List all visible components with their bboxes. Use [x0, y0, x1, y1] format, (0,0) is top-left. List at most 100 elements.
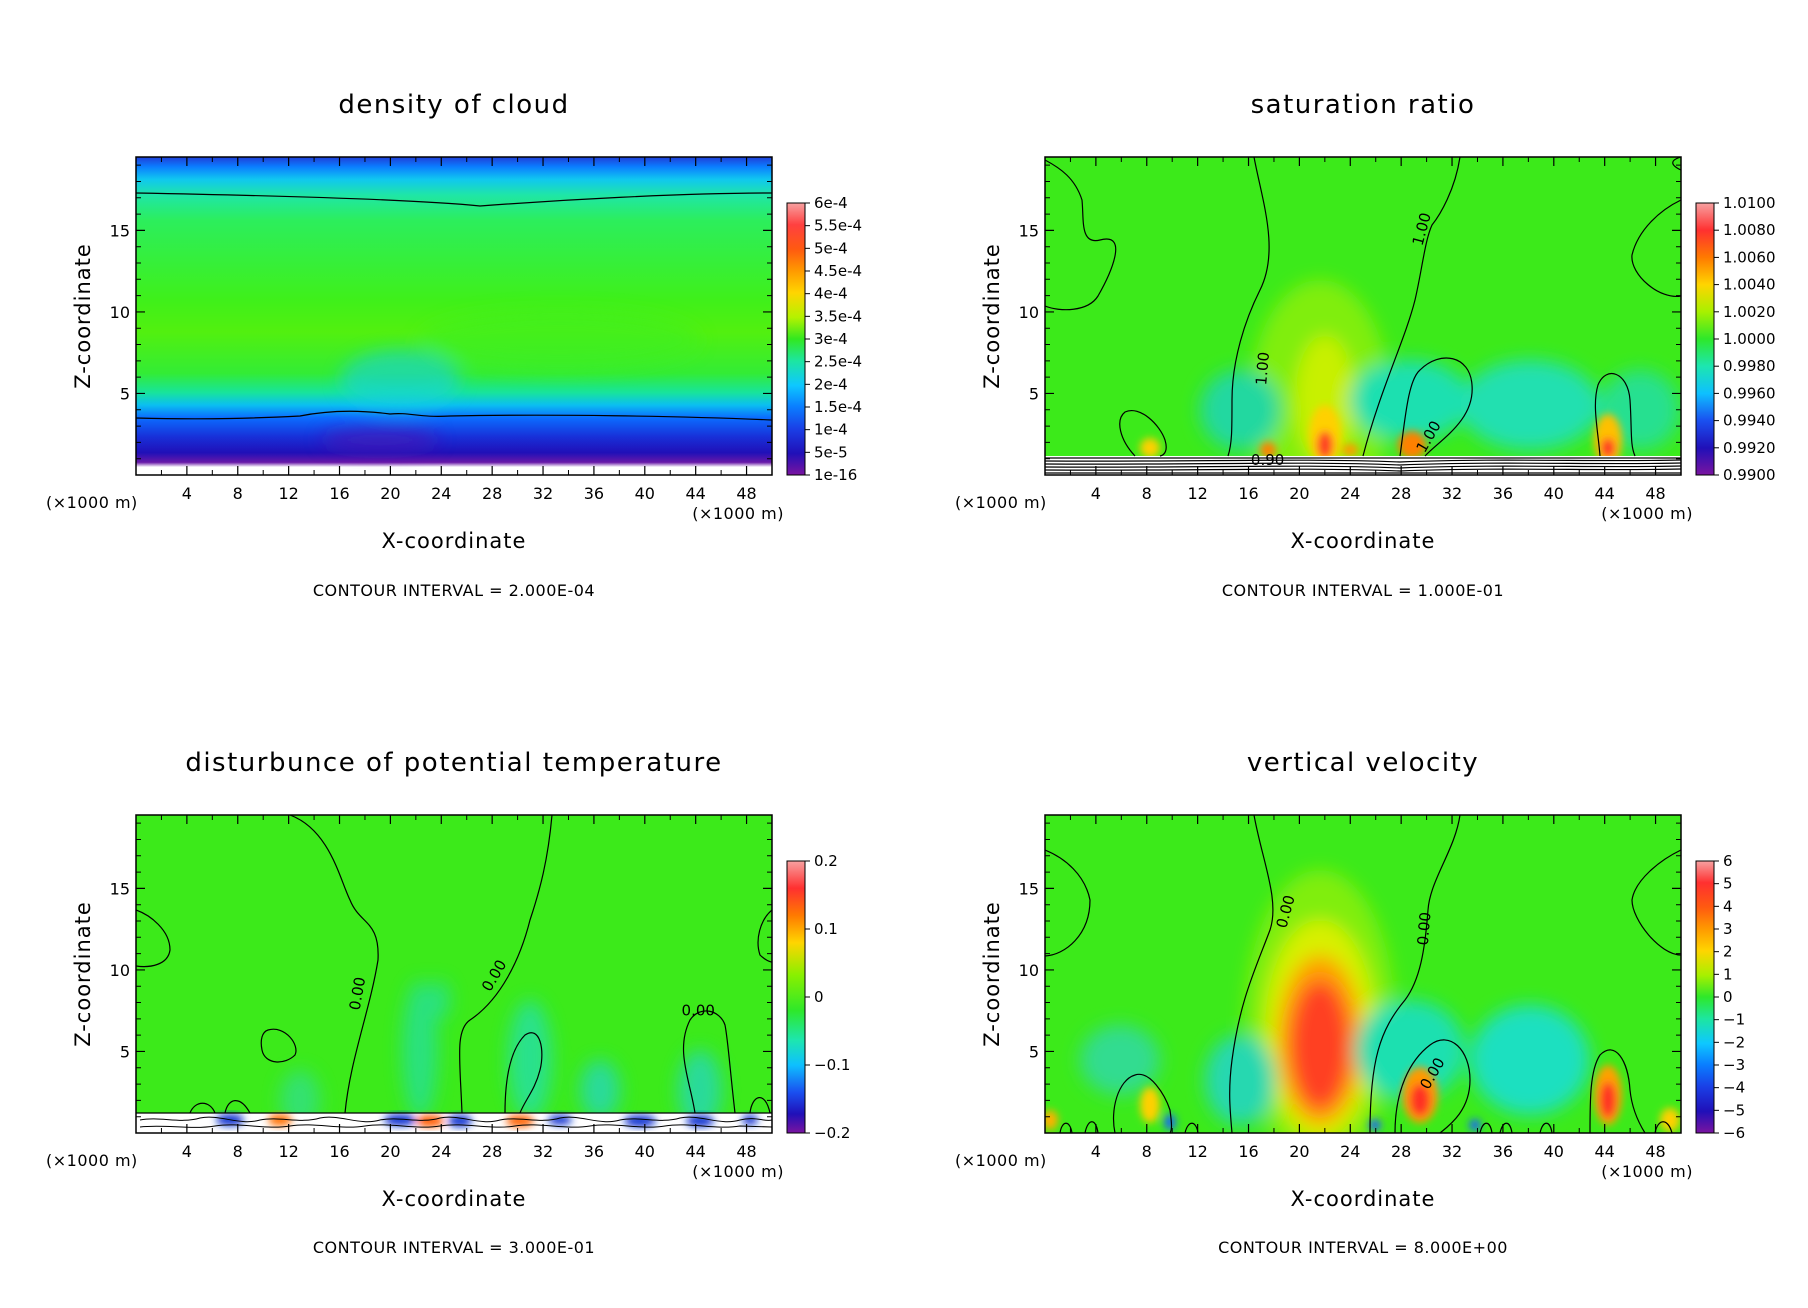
- colorbar-label: 6: [1723, 852, 1733, 870]
- panel-potential-temperature: disturbunce of potential temperature: [46, 748, 850, 1257]
- contour-interval-label: CONTOUR INTERVAL = 2.000E-04: [313, 581, 595, 600]
- colorbar-label: 0.9920: [1723, 439, 1776, 457]
- y-axis-label: Z-coordinate: [71, 243, 95, 389]
- colorbar-label: 1: [1723, 965, 1733, 983]
- colorbar-label: 5: [1723, 875, 1733, 893]
- x-tick-label: 32: [533, 1142, 553, 1161]
- tick-marks: [136, 157, 772, 475]
- y-tick-label: 15: [110, 879, 130, 898]
- panel-title: density of cloud: [338, 90, 569, 120]
- colorbar-label: −3: [1723, 1056, 1745, 1074]
- x-tick-label: 40: [1544, 484, 1564, 503]
- x-tick-labels: 4 8 12 16 20 24 28 32 36 40 44 48: [182, 484, 757, 503]
- y-tick-label: 5: [120, 384, 130, 403]
- colorbar-label: −4: [1723, 1079, 1745, 1097]
- x-tick-label: 32: [1442, 1142, 1462, 1161]
- colorbar-label: 0.9980: [1723, 357, 1776, 375]
- x-tick-label: 4: [1091, 1142, 1101, 1161]
- heatmap-field: [136, 815, 772, 1133]
- x-tick-label: 8: [1142, 1142, 1152, 1161]
- colorbar: [1695, 202, 1715, 476]
- heatmap-field: [1045, 815, 1681, 1133]
- contour-interval-label: CONTOUR INTERVAL = 8.000E+00: [1218, 1238, 1508, 1257]
- x-tick-label: 40: [1544, 1142, 1564, 1161]
- contour-lines: [136, 815, 772, 1114]
- contour-lines: [136, 192, 772, 421]
- contour-label: 1.00: [1252, 351, 1273, 386]
- y-tick-labels: 5 10 15: [110, 879, 130, 1061]
- colorbar-label: 0.9960: [1723, 384, 1776, 402]
- x-axis-label: X-coordinate: [382, 529, 527, 553]
- x-tick-label: 36: [584, 484, 604, 503]
- contour-label: 0.00: [1414, 911, 1435, 946]
- panel-title: saturation ratio: [1251, 90, 1476, 120]
- contour-label: 0.00: [346, 976, 370, 1012]
- colorbar-label: 5e-4: [814, 239, 848, 257]
- x-tick-label: 28: [482, 1142, 502, 1161]
- x-tick-label: 28: [1391, 1142, 1411, 1161]
- colorbar-label: −1: [1723, 1011, 1745, 1029]
- colorbar-label: 0: [1723, 988, 1733, 1006]
- tick-marks: [1045, 157, 1681, 475]
- contour-interval-label: CONTOUR INTERVAL = 3.000E-01: [313, 1238, 595, 1257]
- x-unit-label: (×1000 m): [1601, 1162, 1693, 1181]
- y-unit-label: (×1000 m): [955, 1151, 1047, 1170]
- panel-title: vertical velocity: [1247, 748, 1479, 778]
- colorbar-label: 2e-4: [814, 375, 848, 393]
- colorbar-ticks: 6 5 4 3 2 1 0 −1 −2 −3 −4 −5 −6: [1714, 852, 1745, 1142]
- plot-frame: [135, 814, 773, 1134]
- x-tick-label: 24: [1340, 1142, 1360, 1161]
- colorbar: [786, 860, 806, 1134]
- x-tick-label: 8: [1142, 484, 1152, 503]
- tick-marks: [136, 815, 772, 1133]
- contour-label: 0.90: [1251, 451, 1284, 469]
- contour-lines: [1045, 815, 1681, 1133]
- x-tick-label: 20: [380, 484, 400, 503]
- y-axis-label: Z-coordinate: [980, 243, 1004, 389]
- x-unit-label: (×1000 m): [1601, 504, 1693, 523]
- x-tick-label: 48: [736, 484, 756, 503]
- colorbar: [1695, 860, 1715, 1134]
- colorbar-label: 5e-5: [814, 443, 848, 461]
- colorbar-label: 5.5e-4: [814, 217, 862, 235]
- y-tick-label: 15: [1019, 879, 1039, 898]
- x-tick-label: 44: [1595, 1142, 1615, 1161]
- contour-lines: [1045, 157, 1681, 474]
- colorbar-label: 6e-4: [814, 194, 848, 212]
- x-tick-label: 16: [329, 1142, 349, 1161]
- x-tick-label: 20: [380, 1142, 400, 1161]
- plot-frame: [1044, 156, 1682, 476]
- tick-marks: [1045, 815, 1681, 1133]
- colorbar-label: −5: [1723, 1101, 1745, 1119]
- y-unit-label: (×1000 m): [46, 1151, 138, 1170]
- colorbar-label: 4.5e-4: [814, 262, 862, 280]
- x-tick-label: 48: [736, 1142, 756, 1161]
- heatmap-field: [1045, 157, 1681, 475]
- x-tick-label: 24: [431, 1142, 451, 1161]
- x-tick-label: 12: [278, 1142, 298, 1161]
- x-tick-label: 16: [1238, 1142, 1258, 1161]
- x-tick-labels: 4 8 12 16 20 24 28 32 36 40 44 48: [1091, 484, 1666, 503]
- x-tick-labels: 4 8 12 16 20 24 28 32 36 40 44 48: [1091, 1142, 1666, 1161]
- panel-density-of-cloud: density of cloud 4 8 12 16 20 24 28 32 36 40 44 48 …: [46, 90, 862, 600]
- y-axis-label: Z-coordinate: [71, 901, 95, 1047]
- colorbar-label: 1.0100: [1723, 194, 1776, 212]
- plot-frame: [135, 156, 773, 476]
- x-tick-label: 44: [686, 1142, 706, 1161]
- y-tick-label: 15: [110, 221, 130, 240]
- x-tick-label: 40: [635, 484, 655, 503]
- colorbar-label: 1.5e-4: [814, 398, 862, 416]
- x-tick-label: 36: [1493, 484, 1513, 503]
- x-tick-label: 16: [329, 484, 349, 503]
- y-tick-label: 5: [120, 1042, 130, 1061]
- x-tick-label: 48: [1645, 484, 1665, 503]
- colorbar: [786, 202, 806, 476]
- colorbar-label: 1.0000: [1723, 330, 1776, 348]
- x-tick-label: 32: [1442, 484, 1462, 503]
- y-tick-label: 5: [1029, 384, 1039, 403]
- y-tick-label: 5: [1029, 1042, 1039, 1061]
- y-tick-labels: 5 10 15: [1019, 221, 1039, 403]
- colorbar-label: 1.0040: [1723, 276, 1776, 294]
- panel-saturation-ratio: saturation ratio: [955, 90, 1776, 600]
